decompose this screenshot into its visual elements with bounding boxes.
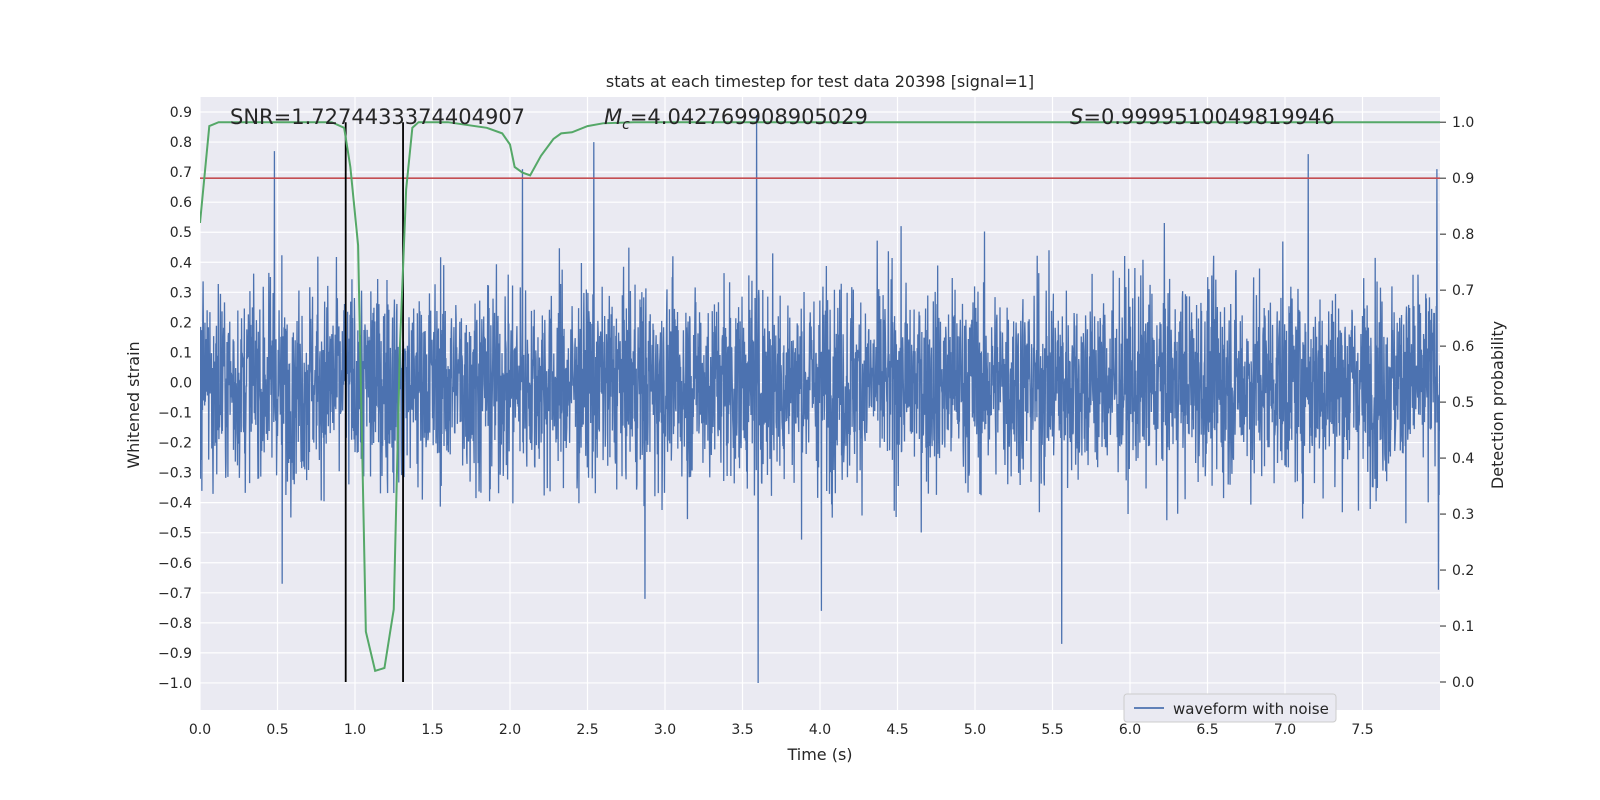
y-right-tick-label: 0.3 [1452, 507, 1474, 523]
x-tick-label: 5.5 [1041, 722, 1063, 738]
y-left-tick-label: 0.5 [170, 225, 192, 241]
y-left-tick-label: 0.7 [170, 165, 192, 181]
event-window [344, 122, 404, 683]
y-right-tick-label: 0.5 [1452, 395, 1474, 411]
y-left-tick-label: −0.5 [158, 526, 192, 542]
x-tick-label: 4.5 [886, 722, 908, 738]
y-right-tick-label: 0.9 [1452, 171, 1474, 187]
y-left-tick-label: −0.9 [158, 646, 192, 662]
probability-series [200, 121, 1440, 673]
y-right-tick-label: 0.1 [1452, 619, 1474, 635]
x-tick-label: 5.0 [964, 722, 986, 738]
y-left-tick-label: −0.6 [158, 556, 192, 572]
y-left-tick-label: 0.3 [170, 285, 192, 301]
y-left-tick-label: −1.0 [158, 676, 192, 692]
x-tick-label: 6.5 [1196, 722, 1218, 738]
y-left-tick-label: −0.2 [158, 436, 192, 452]
y-right-axis-label: Detection probability [1488, 321, 1507, 489]
x-tick-label: 3.0 [654, 722, 676, 738]
y-right-tick-label: 0.0 [1452, 675, 1474, 691]
legend-label: waveform with noise [1173, 700, 1329, 718]
legend: waveform with noise [1123, 693, 1337, 723]
y-left-tick-label: −0.4 [158, 496, 192, 512]
y-left-tick-label: 0.0 [170, 375, 192, 391]
x-tick-label: 2.5 [576, 722, 598, 738]
y-right-tick-label: 0.4 [1452, 451, 1474, 467]
chart-title: stats at each timestep for test data 203… [606, 72, 1034, 91]
y-right-tick-label: 0.2 [1452, 563, 1474, 579]
y-right-tick-label: 0.8 [1452, 227, 1474, 243]
x-tick-label: 1.0 [344, 722, 366, 738]
y-left-tick-label: −0.3 [158, 466, 192, 482]
x-tick-label: 0.0 [189, 722, 211, 738]
x-tick-label: 1.5 [421, 722, 443, 738]
score-annotation: S=0.9999510049819946 [1070, 105, 1335, 129]
y-left-tick-label: −0.1 [158, 406, 192, 422]
y-left-tick-label: 0.8 [170, 135, 192, 151]
x-axis-label: Time (s) [786, 745, 852, 764]
y-left-tick-label: 0.6 [170, 195, 192, 211]
legend-box [1123, 693, 1337, 723]
y-right-tick-label: 0.6 [1452, 339, 1474, 355]
y-left-tick-label: 0.1 [170, 345, 192, 361]
y-left-tick-label: 0.9 [170, 105, 192, 121]
y-left-axis-label: Whitened strain [124, 341, 143, 468]
x-tick-label: 4.0 [809, 722, 831, 738]
y-left-axis-ticks: 0.9 0.8 0.7 0.6 0.5 0.4 0.3 0.2 0.1 0.0 −0.1 −0.2 −0… [158, 105, 192, 692]
y-left-tick-label: 0.2 [170, 315, 192, 331]
y-right-tick-label: 0.7 [1452, 283, 1474, 299]
x-tick-label: 0.5 [266, 722, 288, 738]
waveform-line [200, 115, 1440, 683]
y-right-axis-ticks: 1.0 0.9 0.8 0.7 0.6 0.5 0.4 0.3 0.2 0.1 0.0 [1440, 115, 1474, 691]
y-right-tick-label: 1.0 [1452, 115, 1474, 131]
x-tick-label: 7.5 [1351, 722, 1373, 738]
x-axis-ticks: 0.0 0.5 1.0 1.5 2.0 2.5 3.0 3.5 4.0 4.5 5.0 5.5 6.0 6… [189, 722, 1374, 738]
x-tick-label: 3.5 [731, 722, 753, 738]
probability-line [200, 121, 1440, 673]
waveform-series [200, 115, 1440, 683]
y-left-tick-label: 0.4 [170, 255, 192, 271]
y-left-tick-label: −0.8 [158, 616, 192, 632]
x-tick-label: 7.0 [1274, 722, 1296, 738]
x-tick-label: 2.0 [499, 722, 521, 738]
snr-annotation: SNR=1.7274433374404907 [230, 105, 525, 129]
y-left-tick-label: −0.7 [158, 586, 192, 602]
chirp-mass-annotation: Mc=4.042769908905029 [604, 105, 868, 133]
x-tick-label: 6.0 [1119, 722, 1141, 738]
